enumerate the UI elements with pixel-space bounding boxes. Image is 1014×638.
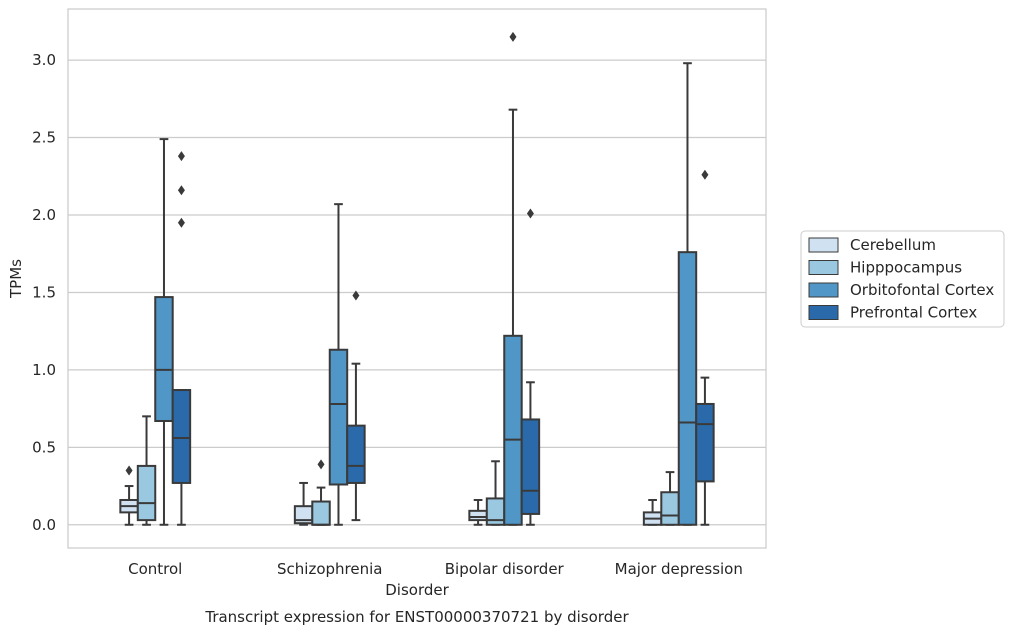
x-tick-label: Bipolar disorder bbox=[445, 560, 565, 578]
y-tick-label: 2.5 bbox=[32, 129, 56, 147]
iqr-box bbox=[468, 509, 488, 522]
iqr-box bbox=[346, 424, 366, 484]
box-prefrontal-cortex bbox=[520, 208, 541, 526]
iqr-box bbox=[503, 334, 523, 526]
iqr-box bbox=[136, 464, 157, 522]
x-tick-label: Control bbox=[128, 560, 182, 578]
legend-swatch bbox=[808, 260, 839, 275]
outlier-point bbox=[317, 459, 325, 470]
iqr-box bbox=[311, 500, 331, 526]
box-hipppocampus bbox=[485, 460, 506, 526]
y-tick-label: 0.5 bbox=[32, 438, 56, 456]
outlier-point bbox=[177, 151, 185, 162]
box-prefrontal-cortex bbox=[695, 169, 715, 526]
legend-label: Hipppocampus bbox=[850, 259, 962, 277]
y-tick-label: 0.0 bbox=[32, 516, 56, 534]
y-tick-label: 1.5 bbox=[32, 283, 56, 301]
outlier-point bbox=[177, 217, 185, 228]
iqr-box bbox=[154, 296, 174, 422]
outlier-point bbox=[177, 185, 185, 196]
iqr-box bbox=[171, 389, 192, 484]
legend-label: Orbitofontal Cortex bbox=[850, 281, 994, 299]
iqr-box bbox=[695, 402, 715, 483]
outlier-point bbox=[125, 465, 133, 476]
box-hipppocampus bbox=[660, 471, 680, 526]
x-axis-label: Disorder bbox=[385, 581, 449, 599]
x-tick-label: Major depression bbox=[615, 560, 743, 578]
box-prefrontal-cortex bbox=[171, 151, 192, 526]
legend-swatch bbox=[808, 237, 839, 253]
legend-label: Cerebellum bbox=[850, 236, 936, 254]
outlier-point bbox=[526, 208, 534, 219]
iqr-box bbox=[677, 251, 698, 526]
box-orbitofontal-cortex bbox=[154, 138, 174, 526]
legend-frame bbox=[800, 230, 1005, 328]
outlier-point bbox=[509, 31, 517, 42]
iqr-box bbox=[660, 491, 680, 526]
y-axis-label: TPMs bbox=[7, 259, 25, 299]
outlier-point bbox=[701, 169, 709, 180]
box-cerebellum bbox=[119, 465, 139, 526]
y-tick-label: 3.0 bbox=[32, 51, 56, 69]
plot-frame bbox=[67, 8, 767, 549]
box-orbitofontal-cortex bbox=[328, 203, 349, 526]
chart-caption: Transcript expression for ENST0000037072… bbox=[204, 608, 629, 626]
outlier-point bbox=[352, 290, 360, 301]
box-prefrontal-cortex bbox=[346, 290, 366, 522]
box-hipppocampus bbox=[136, 415, 157, 526]
iqr-box bbox=[328, 348, 349, 486]
y-tick-label: 2.0 bbox=[32, 206, 56, 224]
y-tick-label: 1.0 bbox=[32, 361, 56, 379]
legend-label: Prefrontal Cortex bbox=[850, 304, 977, 322]
iqr-box bbox=[520, 418, 541, 515]
legend-swatch bbox=[808, 282, 839, 298]
legend-swatch bbox=[808, 305, 839, 320]
x-tick-label: Schizophrenia bbox=[277, 560, 382, 578]
legend: Cerebellum Hipppocampus Orbitofontal Corte… bbox=[800, 230, 1005, 328]
box-orbitofontal-cortex bbox=[503, 31, 523, 526]
box-orbitofontal-cortex bbox=[677, 62, 698, 526]
box-hipppocampus bbox=[311, 459, 331, 526]
